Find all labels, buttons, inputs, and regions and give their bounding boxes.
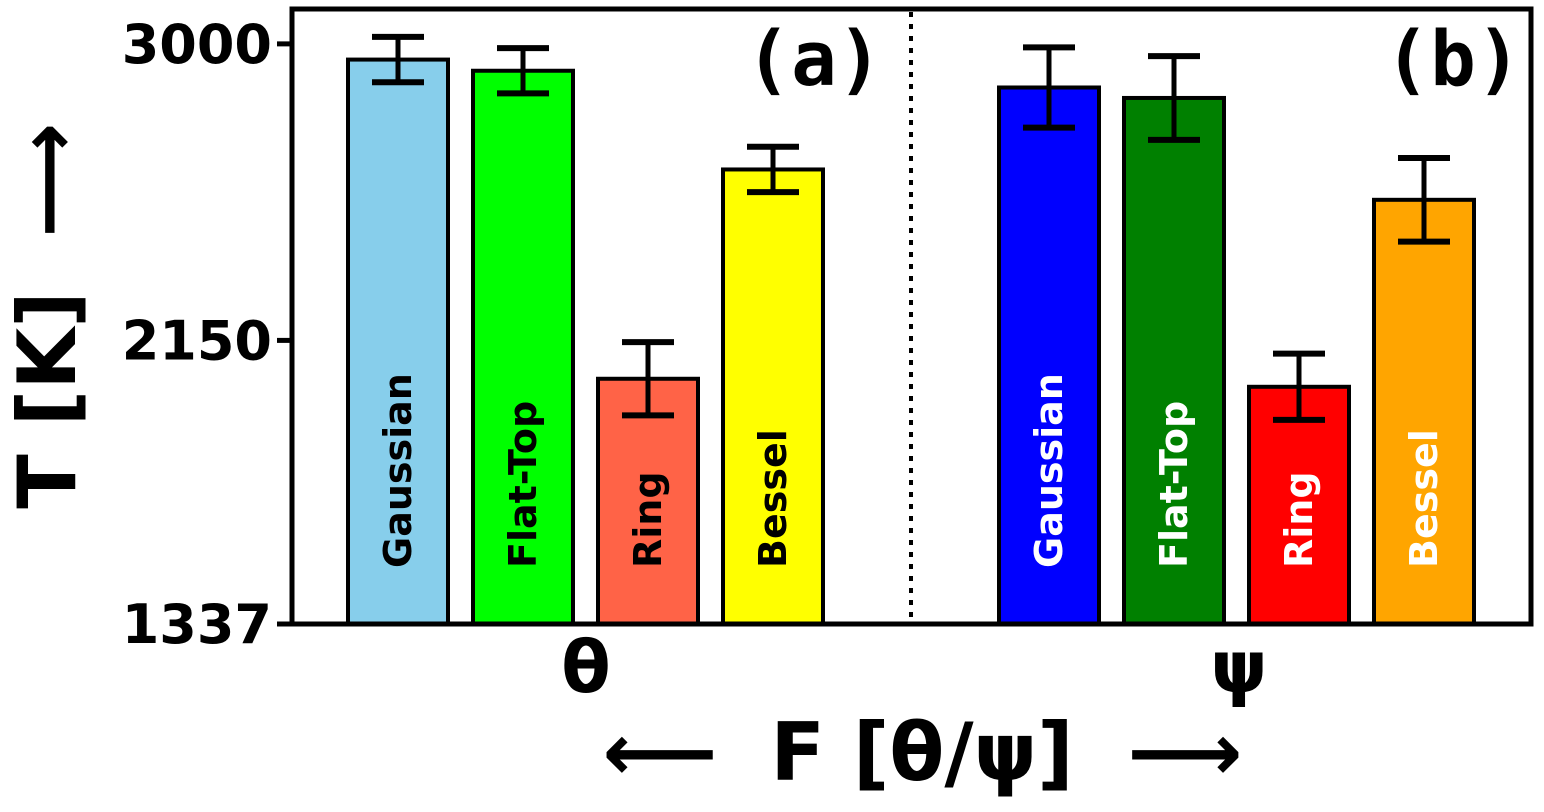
error-bar <box>747 143 799 196</box>
bar-label: Flat-Top <box>501 401 545 568</box>
bar-θ-gaussian <box>346 57 450 626</box>
x-axis-arrow-right: ⟶ <box>1128 706 1243 799</box>
bar-label: Gaussian <box>1027 373 1071 568</box>
y-tick-label: 1337 <box>122 593 272 656</box>
error-bar <box>1398 154 1450 245</box>
error-bar <box>497 45 549 97</box>
bar-θ-flat-top <box>471 68 575 626</box>
plot-frame <box>289 6 1534 627</box>
x-axis-title: ⟵ F [θ/ψ] ⟶ <box>603 706 1243 799</box>
error-bar <box>1023 44 1075 131</box>
group-label-psi: ψ <box>1210 625 1267 709</box>
error-bar <box>622 339 674 419</box>
error-bar <box>372 33 424 86</box>
bar-label: Ring <box>1277 471 1321 568</box>
bars-layer <box>346 57 1476 627</box>
bar-label: Flat-Top <box>1152 401 1196 568</box>
bar-ψ-flat-top <box>1122 95 1226 626</box>
bar-ψ-bessel <box>1372 197 1476 626</box>
error-bars-layer <box>372 33 1450 423</box>
bar-label: Ring <box>626 471 670 568</box>
bar-label: Bessel <box>751 429 795 568</box>
panel-label-b: (b) <box>1384 14 1521 103</box>
y-axis-title: T [K] ⟶ <box>1 123 94 509</box>
bar-label: Bessel <box>1402 429 1446 568</box>
y-axis-arrow: ⟶ <box>1 123 94 238</box>
error-bar <box>1148 53 1200 143</box>
y-axis-label: T [K] <box>1 291 94 509</box>
bar-θ-bessel <box>721 167 825 626</box>
bar-label: Gaussian <box>376 373 420 568</box>
y-ticks-layer: 1337 2150 3000 <box>122 13 292 656</box>
x-axis-label: F [θ/ψ] <box>770 706 1073 799</box>
x-axis-arrow-left: ⟵ <box>603 706 718 799</box>
panel-label-a: (a) <box>745 14 882 103</box>
bar-labels-layer: Gaussian Flat-Top Ring Bessel Gaussian Flat-T… <box>376 373 1446 568</box>
group-label-theta: θ <box>561 625 610 709</box>
y-tick-label: 2150 <box>122 309 272 372</box>
y-tick-label: 3000 <box>122 13 272 76</box>
error-bar <box>1273 350 1325 423</box>
